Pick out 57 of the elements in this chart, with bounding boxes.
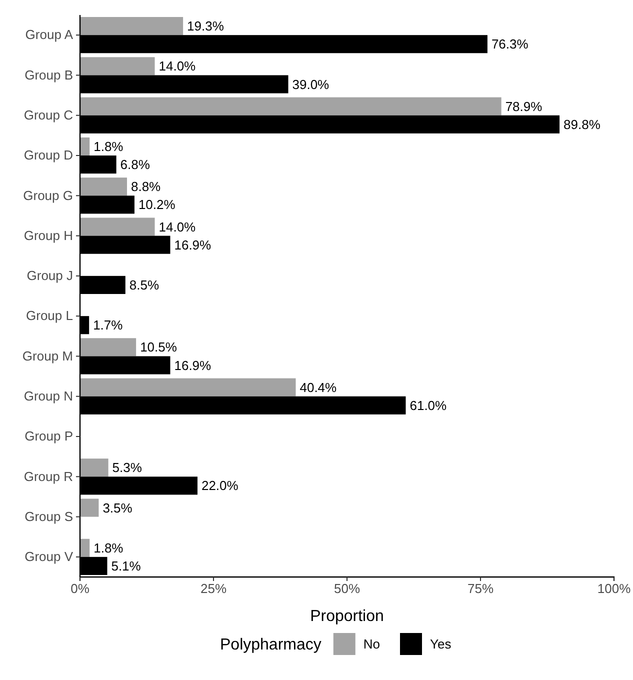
bar <box>80 178 127 196</box>
x-tick-label: 100% <box>597 581 632 596</box>
x-tick-label: 0% <box>70 581 90 596</box>
data-label: 19.3% <box>187 18 224 34</box>
y-tick-label: Group P <box>24 428 73 444</box>
data-label: 89.8% <box>564 116 601 132</box>
x-tick-label: 25% <box>200 581 227 596</box>
data-label: 78.9% <box>505 98 543 114</box>
bar <box>80 97 502 116</box>
data-label: 6.8% <box>120 157 150 172</box>
y-tick-label: Group B <box>24 67 73 82</box>
data-label: 1.8% <box>94 540 124 556</box>
data-label: 61.0% <box>410 398 448 413</box>
x-tick-label: 50% <box>334 581 360 596</box>
data-label: 1.8% <box>94 139 124 154</box>
data-label: 1.7% <box>93 318 124 333</box>
y-tick-label: Group R <box>24 468 73 484</box>
bar <box>80 218 155 236</box>
y-tick-label: Group A <box>25 27 74 42</box>
y-tick-label: Group N <box>24 388 73 404</box>
y-tick-label: Group M <box>22 348 73 364</box>
x-axis-title: Proportion <box>310 608 384 625</box>
data-label: 5.3% <box>112 460 142 476</box>
data-label: 14.0% <box>158 219 196 234</box>
bar <box>80 458 108 477</box>
bar <box>80 17 184 36</box>
data-label: 5.1% <box>111 558 142 574</box>
x-tick-label: 75% <box>467 581 494 596</box>
y-tick-label: Group G <box>23 188 73 203</box>
y-tick-label: Group C <box>24 108 73 123</box>
bar <box>80 538 90 557</box>
data-label: 16.9% <box>174 358 212 373</box>
data-label: 40.4% <box>300 380 338 395</box>
data-label: 22.0% <box>201 478 239 494</box>
y-tick-label: Group J <box>26 268 73 284</box>
data-label: 10.2% <box>138 197 176 212</box>
y-tick-label: Group H <box>24 228 73 243</box>
y-tick-label: Group V <box>24 549 74 564</box>
y-tick-label: Group D <box>24 148 73 163</box>
legend-label: No <box>363 636 380 652</box>
data-label: 3.5% <box>102 500 133 516</box>
data-label: 16.9% <box>174 237 212 252</box>
y-tick-label: Group S <box>24 508 74 524</box>
legend-title: Polypharmacy <box>220 636 322 654</box>
data-label: 14.0% <box>158 58 196 74</box>
legend-label: Yes <box>430 636 452 652</box>
bar <box>80 378 296 396</box>
bar <box>80 57 155 76</box>
data-label: 76.3% <box>491 36 529 52</box>
bar <box>80 498 99 517</box>
data-label: 8.5% <box>129 278 160 293</box>
bar <box>80 338 136 356</box>
bar <box>80 137 90 156</box>
data-label: 39.0% <box>292 76 330 92</box>
data-label: 10.5% <box>140 340 178 355</box>
y-tick-label: Group L <box>26 308 73 324</box>
data-label: 8.8% <box>130 179 162 194</box>
